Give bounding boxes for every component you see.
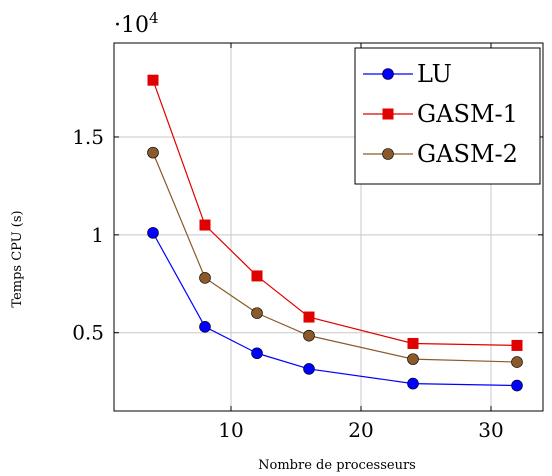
- data-point-gasm-1: [251, 270, 263, 282]
- legend-item: LU: [363, 60, 452, 88]
- data-point-gasm-2: [251, 307, 263, 319]
- legend-marker: [382, 108, 394, 120]
- series-line-gasm-1: [152, 79, 518, 347]
- data-point-gasm-1: [303, 311, 315, 323]
- y-multiplier: ·104: [114, 9, 159, 38]
- legend: LU GASM-1 GASM-2: [354, 47, 541, 185]
- data-point-gasm-2: [303, 329, 315, 342]
- y-multiplier-exponent: 4: [149, 9, 159, 27]
- plot-frame: [113, 42, 544, 412]
- y-tick-label: 1.5: [72, 125, 104, 149]
- x-axis-label: Nombre de processeurs: [258, 458, 416, 473]
- data-point-gasm-2: [407, 353, 419, 365]
- series-lu: [147, 227, 523, 392]
- series-gasm-2: [147, 146, 523, 368]
- legend-label: LU: [417, 60, 452, 88]
- legend-label: GASM-2: [417, 140, 518, 168]
- data-point-gasm-1: [199, 219, 211, 231]
- series-line-lu: [152, 232, 518, 387]
- data-point-gasm-2: [199, 272, 211, 284]
- data-point-lu: [303, 363, 315, 375]
- x-tick-label: 30: [478, 418, 503, 442]
- legend-item: GASM-1: [363, 100, 518, 128]
- series-gasm-1: [147, 74, 523, 351]
- y-axis-label: Temps CPU (s): [10, 210, 25, 307]
- series-line-gasm-2: [152, 152, 518, 363]
- data-point-lu: [511, 379, 523, 392]
- x-tick-label: 20: [348, 418, 373, 442]
- data-point-lu: [199, 321, 211, 333]
- data-point-gasm-1: [147, 74, 159, 86]
- legend-item: GASM-2: [363, 140, 518, 168]
- data-point-gasm-1: [407, 337, 419, 349]
- legend-marker: [382, 68, 394, 80]
- y-multiplier-base: ·10: [114, 13, 149, 38]
- data-point-gasm-1: [511, 339, 523, 351]
- y-tick-label: 1: [91, 223, 104, 247]
- data-point-gasm-2: [511, 356, 523, 368]
- legend-label: GASM-1: [417, 100, 518, 128]
- data-point-gasm-2: [147, 146, 159, 159]
- ticks: 10 20 30 0.5 1 1.5: [72, 43, 543, 442]
- y-tick-label: 0.5: [72, 321, 104, 345]
- legend-marker: [382, 148, 394, 160]
- data-point-lu: [407, 377, 419, 390]
- data-point-lu: [251, 347, 263, 360]
- x-tick-label: 10: [218, 418, 243, 442]
- data-point-lu: [147, 227, 159, 239]
- series-layer: [147, 74, 523, 392]
